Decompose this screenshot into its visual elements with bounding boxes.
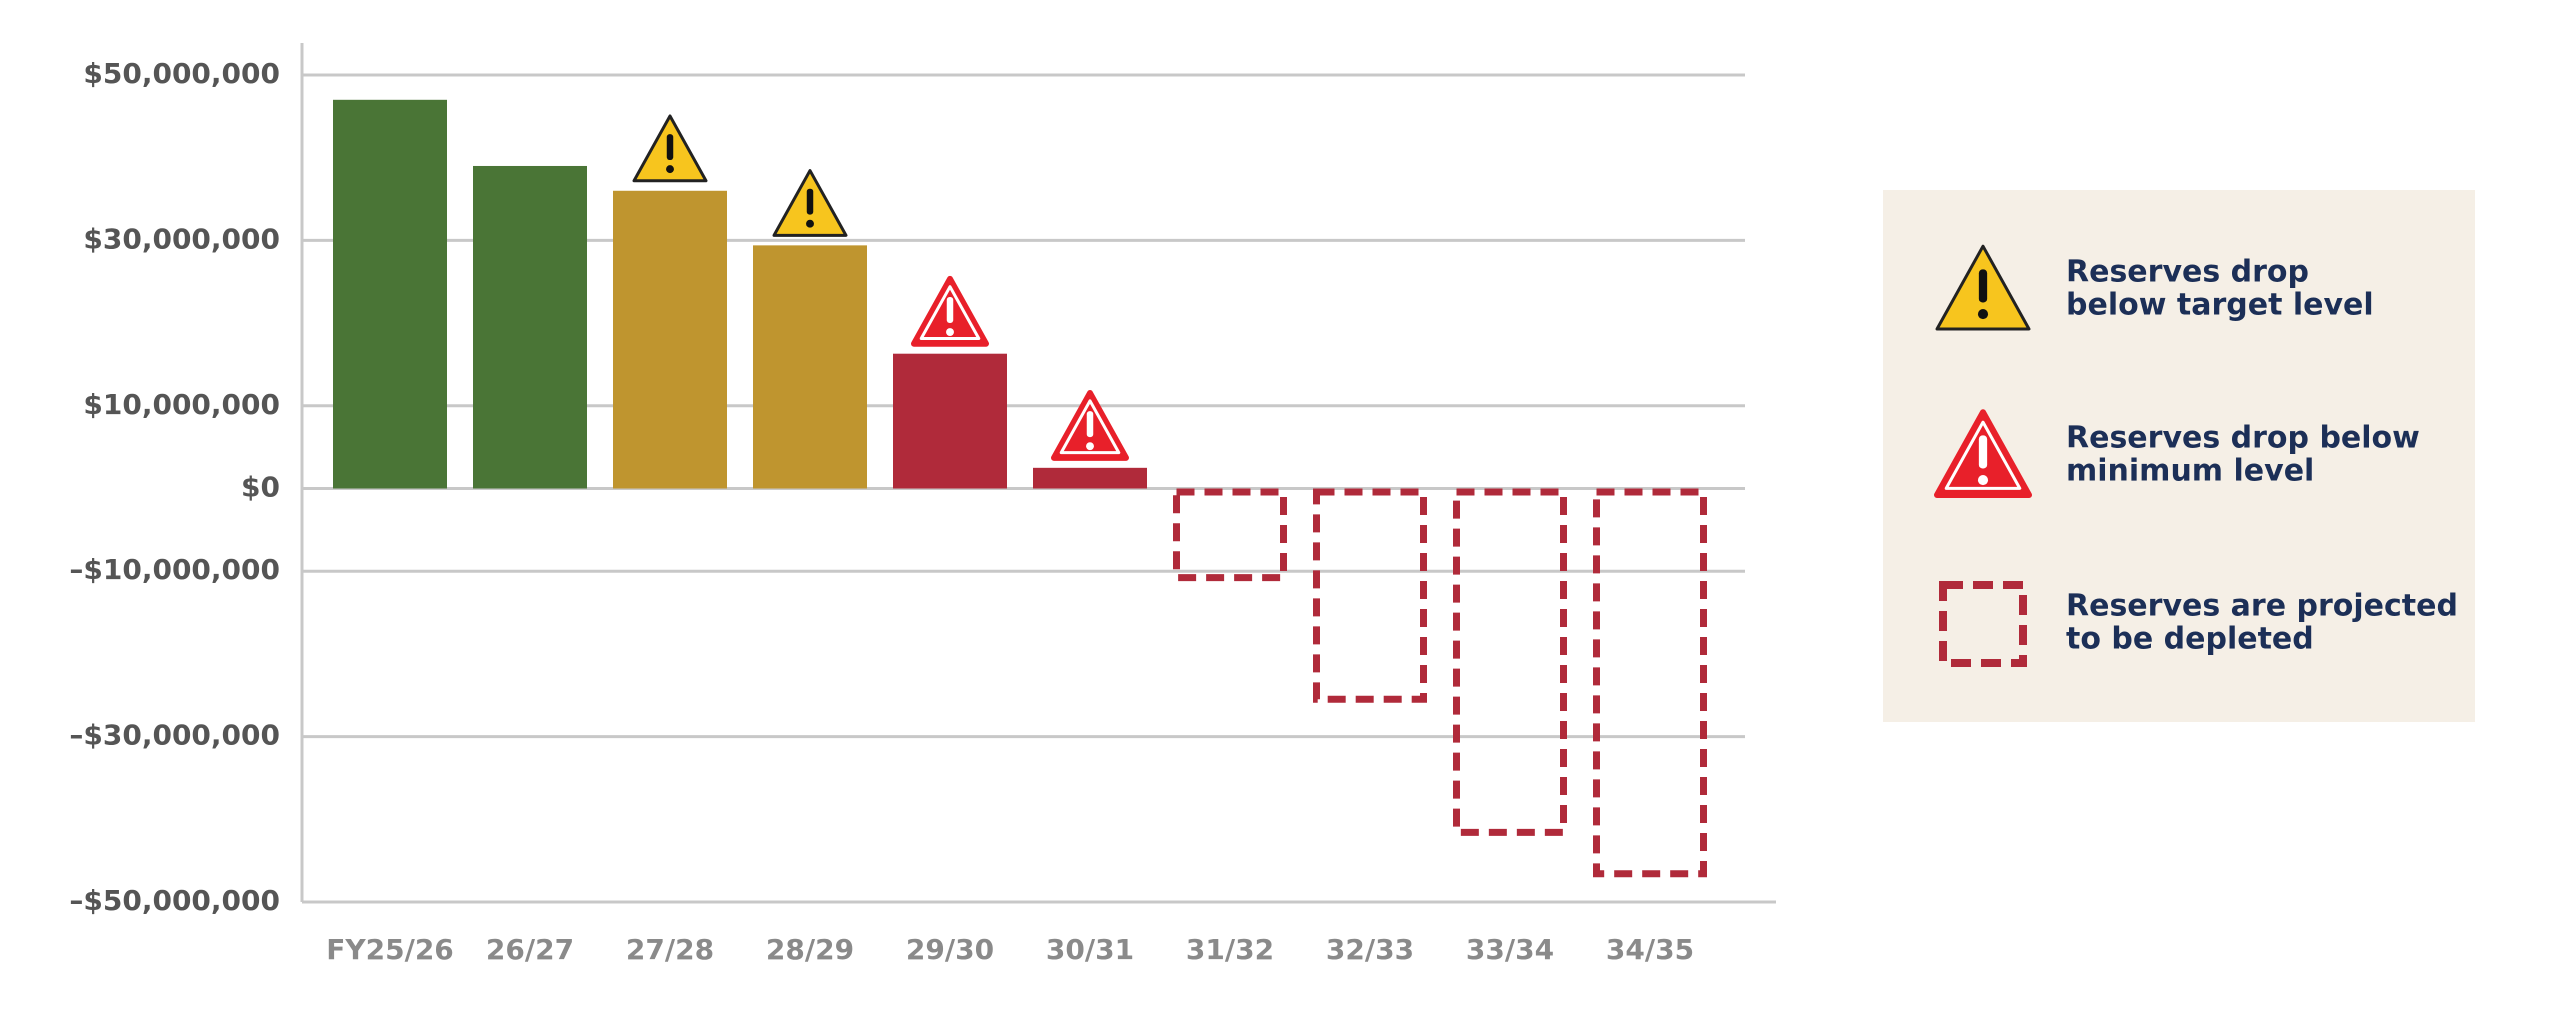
bar: [613, 190, 727, 489]
legend-label: below target level: [2066, 288, 2374, 323]
icon-mark: [806, 188, 814, 215]
x-tick-label: FY25/26: [326, 933, 454, 966]
y-tick-label: –$30,000,000: [69, 719, 280, 752]
x-tick-label: 30/31: [1046, 933, 1134, 966]
icon-dot: [1086, 442, 1094, 451]
bar-depleted: [1453, 488, 1567, 836]
icon-inner: [1944, 420, 2022, 490]
icon-dot: [806, 219, 814, 228]
x-tick-label: 32/33: [1326, 933, 1414, 966]
y-tick-label: –$10,000,000: [69, 553, 280, 586]
bar: [753, 245, 867, 489]
warning-icon: [1051, 390, 1129, 461]
icon-mark: [1978, 435, 1988, 469]
legend-label: Reserves are projected: [2066, 589, 2458, 624]
x-tick-label: 27/28: [626, 933, 714, 966]
x-tick-label: 28/29: [766, 933, 854, 966]
bar: [333, 99, 447, 489]
x-tick-label: 33/34: [1466, 933, 1554, 966]
warning-icon: [632, 114, 708, 183]
bar: [473, 165, 587, 489]
x-tick-label: 26/27: [486, 933, 574, 966]
icon-dot: [946, 328, 954, 336]
icon-mark: [1978, 269, 1988, 303]
legend-dashed-box: [1939, 581, 2027, 667]
x-tick-label: 29/30: [906, 933, 994, 966]
bar-depleted: [1313, 488, 1427, 703]
icon-mark: [666, 134, 674, 161]
icon-inner: [1059, 399, 1121, 455]
icon-mark: [946, 297, 954, 323]
warning-icon: [772, 169, 848, 237]
bar: [1033, 467, 1147, 489]
legend-label: Reserves drop: [2066, 255, 2309, 290]
bar-depleted: [1173, 488, 1287, 582]
icon-dot: [1977, 309, 1989, 320]
legend-label: minimum level: [2066, 454, 2314, 489]
icon-dot: [666, 165, 674, 174]
y-tick-label: $10,000,000: [83, 388, 280, 421]
icon-inner: [919, 285, 981, 341]
legend-icon: [1934, 409, 2032, 498]
icon-mark: [1086, 411, 1094, 438]
bar-depleted: [1593, 488, 1707, 878]
legend-label: to be depleted: [2066, 622, 2314, 657]
y-tick-label: –$50,000,000: [69, 884, 280, 917]
legend-icon: [1935, 244, 2031, 331]
y-tick-label: $50,000,000: [83, 57, 280, 90]
warning-icon: [911, 275, 989, 347]
icon-dot: [1977, 475, 1989, 486]
bar: [893, 353, 1007, 489]
y-tick-label: $30,000,000: [83, 222, 280, 255]
y-tick-label: $0: [241, 471, 280, 504]
legend-label: Reserves drop below: [2066, 421, 2420, 456]
x-tick-label: 31/32: [1186, 933, 1274, 966]
x-tick-label: 34/35: [1606, 933, 1694, 966]
